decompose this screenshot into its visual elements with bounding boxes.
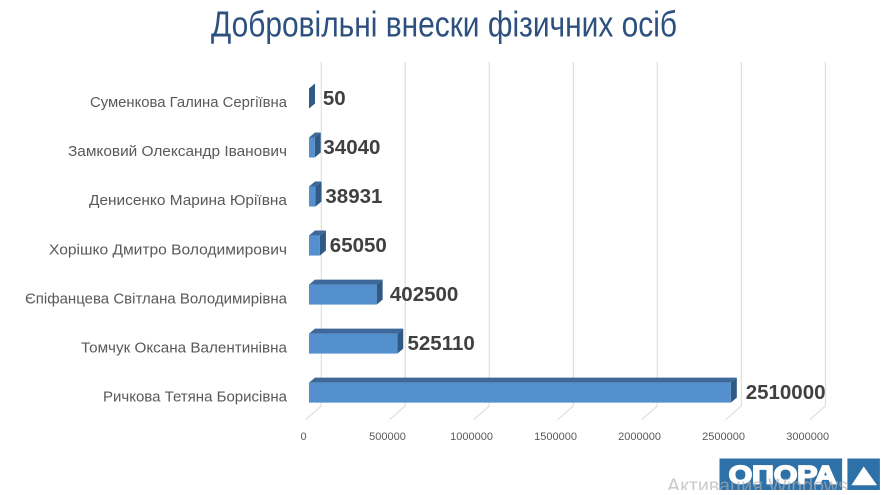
- svg-text:525110: 525110: [408, 332, 475, 355]
- svg-text:Ричкова Тетяна Борисівна: Ричкова Тетяна Борисівна: [103, 389, 288, 405]
- svg-text:ОПОРА: ОПОРА: [729, 462, 837, 490]
- svg-text:402500: 402500: [390, 283, 458, 306]
- svg-text:Томчук Оксана Валентинівна: Томчук Оксана Валентинівна: [81, 340, 288, 356]
- svg-text:2500000: 2500000: [702, 431, 745, 443]
- svg-text:Хорішко Дмитро Володимирович: Хорішко Дмитро Володимирович: [49, 242, 287, 258]
- svg-text:3000000: 3000000: [786, 431, 829, 443]
- svg-text:34040: 34040: [323, 136, 380, 159]
- svg-text:Суменкова Галина Сергіївна: Суменкова Галина Сергіївна: [90, 95, 288, 111]
- svg-text:1500000: 1500000: [534, 431, 577, 443]
- svg-text:38931: 38931: [325, 185, 382, 208]
- svg-text:Активация Windows: Активация Windows: [667, 475, 848, 491]
- svg-text:50: 50: [323, 87, 346, 110]
- svg-text:2510000: 2510000: [746, 381, 826, 404]
- svg-text:0: 0: [300, 431, 306, 443]
- svg-text:Добровільні внески фізичних ос: Добровільні внески фізичних осіб: [211, 4, 677, 45]
- svg-text:Єпіфанцева Світлана Володимирі: Єпіфанцева Світлана Володимирівна: [25, 291, 288, 307]
- svg-text:Замковий Олександр Іванович: Замковий Олександр Іванович: [68, 144, 287, 160]
- svg-text:1000000: 1000000: [450, 431, 493, 443]
- svg-text:Денисенко Марина Юріївна: Денисенко Марина Юріївна: [89, 193, 288, 209]
- svg-text:500000: 500000: [369, 431, 406, 443]
- svg-text:65050: 65050: [330, 234, 387, 257]
- svg-text:2000000: 2000000: [618, 431, 661, 443]
